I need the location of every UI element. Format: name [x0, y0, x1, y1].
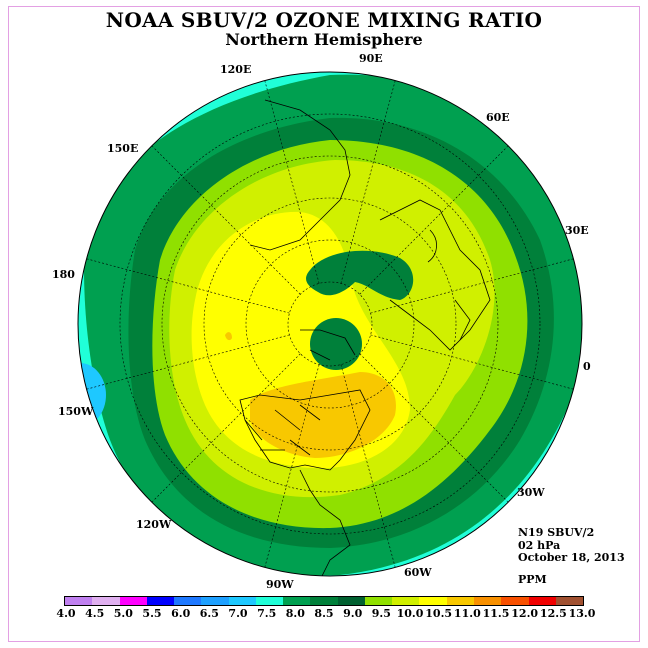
- colorbar-tick-label: 7.0: [228, 607, 248, 620]
- lon-label-30e: 30E: [565, 224, 589, 237]
- map-title: NOAA SBUV/2 OZONE MIXING RATIO: [105, 8, 543, 32]
- colorbar-tick-label: 8.0: [285, 607, 305, 620]
- meridian-line: [86, 258, 290, 314]
- colorbar-swatch: [310, 597, 338, 605]
- map-subtitle: Northern Hemisphere: [225, 30, 423, 49]
- plot-frame: [8, 6, 640, 642]
- info-units: PPM: [518, 573, 547, 586]
- colorbar-tick-label: 10.0: [396, 607, 424, 620]
- colorbar-tick-label: 11.5: [482, 607, 510, 620]
- meridian-line: [359, 353, 509, 503]
- ozone-field: [78, 72, 582, 576]
- colorbar-swatch: [473, 597, 502, 605]
- colorbar-tick-label: 5.5: [142, 607, 162, 620]
- colorbar: [64, 596, 584, 606]
- lon-label-60e: 60E: [486, 111, 510, 124]
- colorbar-swatch: [501, 597, 529, 605]
- band-11-0: [250, 372, 396, 458]
- lon-label-120e: 120E: [220, 63, 252, 76]
- colorbar-swatch: [419, 597, 447, 605]
- coastlines: [239, 99, 491, 576]
- lon-label-150e: 150E: [107, 142, 139, 155]
- meridian-line: [264, 364, 320, 568]
- colorbar-tick-label: 11.0: [453, 607, 481, 620]
- colorbar-swatch: [528, 597, 556, 605]
- info-satellite: N19 SBUV/2: [518, 526, 595, 539]
- colorbar-swatch: [555, 597, 584, 605]
- colorbar-swatch: [446, 597, 474, 605]
- colorbar-swatch: [392, 597, 420, 605]
- meridian-line: [340, 80, 396, 284]
- low-center-north: [306, 250, 414, 300]
- lon-label-30w: 30W: [517, 486, 545, 499]
- colorbar-tick-label: 9.5: [371, 607, 391, 620]
- colorbar-swatch: [92, 597, 120, 605]
- colorbar-swatch: [119, 597, 147, 605]
- meridian-line: [370, 258, 574, 314]
- colorbar-tick-label: 4.5: [85, 607, 105, 620]
- colorbar-swatch: [65, 597, 93, 605]
- info-date: October 18, 2013: [518, 551, 625, 564]
- colorbar-swatch: [228, 597, 256, 605]
- meridian-line: [86, 334, 290, 390]
- meridian-line: [151, 353, 301, 503]
- colorbar-labels: 4.0 4.5 5.0 5.5 6.0 6.5 7.0 7.5 8.0 8.5 9.0 9.5 10.0…: [0, 607, 648, 621]
- colorbar-tick-label: 12.5: [539, 607, 567, 620]
- lon-label-180: 180: [52, 268, 75, 281]
- low-center-pole: [310, 318, 362, 370]
- lon-label-150w: 150W: [58, 405, 94, 418]
- graticule: [119, 113, 541, 535]
- colorbar-tick-label: 7.5: [257, 607, 277, 620]
- colorbar-tick-label: 9.0: [343, 607, 363, 620]
- colorbar-swatch: [364, 597, 393, 605]
- lon-label-60w: 60W: [404, 566, 432, 579]
- colorbar-swatch: [283, 597, 311, 605]
- lon-label-0: 0: [583, 360, 591, 373]
- colorbar-tick-label: 10.5: [425, 607, 453, 620]
- colorbar-tick-label: 5.0: [113, 607, 133, 620]
- colorbar-tick-label: 6.0: [171, 607, 191, 620]
- colorbar-tick-label: 4.0: [56, 607, 76, 620]
- colorbar-swatch: [337, 597, 365, 605]
- info-level: 02 hPa: [518, 539, 561, 552]
- lon-label-90w: 90W: [266, 578, 294, 591]
- colorbar-swatch: [146, 597, 175, 605]
- colorbar-swatch: [201, 597, 229, 605]
- lon-label-90e: 90E: [359, 52, 383, 65]
- colorbar-swatch: [174, 597, 202, 605]
- colorbar-tick-label: 6.5: [199, 607, 219, 620]
- band-11-0-spot: [225, 332, 232, 341]
- meridian-line: [359, 145, 509, 295]
- meridian-line: [151, 145, 301, 295]
- meridian-line: [264, 80, 320, 284]
- meridians: [86, 80, 574, 568]
- meridian-line: [370, 334, 574, 390]
- lon-label-120w: 120W: [136, 518, 172, 531]
- colorbar-tick-label: 12.0: [511, 607, 539, 620]
- colorbar-tick-label: 8.5: [314, 607, 334, 620]
- colorbar-swatch: [255, 597, 284, 605]
- meridian-line: [340, 364, 396, 568]
- colorbar-tick-label: 13.0: [568, 607, 596, 620]
- map-boundary: [77, 71, 583, 577]
